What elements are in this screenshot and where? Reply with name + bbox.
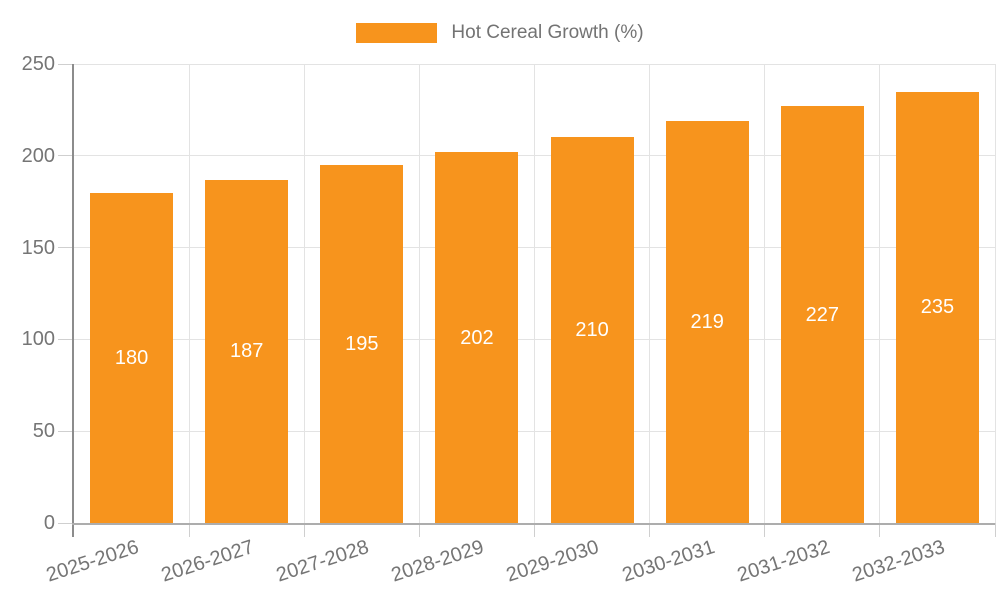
bar-value-label: 210 xyxy=(575,319,609,342)
x-axis-tick-label: 2030-2031 xyxy=(619,536,717,587)
y-axis-tick xyxy=(58,247,74,249)
x-axis-tick-label: 2031-2032 xyxy=(734,536,833,587)
bar: 187 xyxy=(205,179,289,523)
x-axis-tick-label: 2027-2028 xyxy=(273,536,372,587)
gridline-vertical xyxy=(303,64,305,523)
legend-label: Hot Cereal Growth (%) xyxy=(451,22,644,43)
x-axis-tick xyxy=(764,523,766,537)
y-axis-tick xyxy=(58,338,74,340)
x-axis-tick xyxy=(418,523,420,537)
gridline-vertical xyxy=(994,64,996,523)
y-axis-tick xyxy=(58,155,74,157)
legend-swatch xyxy=(356,23,438,43)
x-axis-tick xyxy=(303,523,305,537)
y-axis-tick xyxy=(58,63,74,65)
x-axis-tick xyxy=(994,523,996,537)
y-axis-tick-label: 0 xyxy=(43,512,55,534)
bar: 227 xyxy=(780,106,864,523)
x-axis-tick xyxy=(188,523,190,537)
x-axis-tick-label: 2025-2026 xyxy=(43,536,142,587)
x-axis-tick-label: 2026-2027 xyxy=(158,536,257,587)
bar-value-label: 187 xyxy=(230,340,264,363)
x-axis-tick-label: 2032-2033 xyxy=(849,536,948,587)
x-axis-tick-label: 2029-2030 xyxy=(504,536,602,587)
bar-value-label: 195 xyxy=(345,332,379,355)
gridline-vertical xyxy=(534,64,535,523)
legend: Hot Cereal Growth (%) xyxy=(0,22,1000,44)
bar: 202 xyxy=(435,152,519,523)
gridline-vertical xyxy=(879,64,881,523)
gridline-vertical xyxy=(418,64,420,523)
y-axis-tick xyxy=(58,430,74,432)
gridline-vertical xyxy=(764,64,766,523)
y-axis-tick-label: 250 xyxy=(21,53,55,75)
bar-value-label: 219 xyxy=(690,310,724,333)
gridline-vertical xyxy=(188,64,190,523)
y-axis-tick-label: 200 xyxy=(21,144,55,167)
y-axis-tick xyxy=(58,522,74,524)
x-axis-tick-label: 2028-2029 xyxy=(388,536,487,587)
bar-value-label: 202 xyxy=(460,326,494,349)
y-axis-line xyxy=(72,64,74,537)
x-axis-tick xyxy=(534,523,535,537)
x-axis-tick xyxy=(879,523,881,537)
bar: 219 xyxy=(665,120,749,523)
y-axis-tick-label: 100 xyxy=(21,328,55,351)
legend-item-hot-cereal-growth[interactable]: Hot Cereal Growth (%) xyxy=(356,22,644,44)
bar: 180 xyxy=(90,192,174,523)
bar: 195 xyxy=(320,164,404,523)
y-axis-tick-label: 50 xyxy=(32,420,55,443)
bar: 210 xyxy=(550,137,634,523)
x-axis-tick xyxy=(649,523,651,537)
gridline-vertical xyxy=(649,64,651,523)
bar-value-label: 227 xyxy=(805,303,839,326)
bar-value-label: 235 xyxy=(920,296,955,319)
bar-value-label: 180 xyxy=(114,346,149,369)
x-axis-line xyxy=(72,523,995,525)
bar: 235 xyxy=(895,91,979,523)
y-axis-tick-label: 150 xyxy=(21,236,55,259)
